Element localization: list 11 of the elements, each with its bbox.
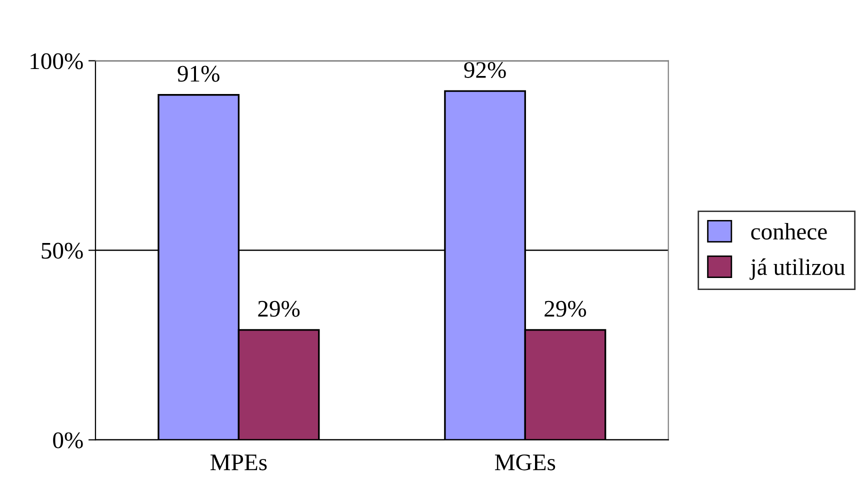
y-tick-label: 100% bbox=[30, 53, 83, 70]
y-tick-label: 50% bbox=[42, 242, 83, 259]
data-label: 29% bbox=[544, 300, 586, 317]
legend-label: já utilizou bbox=[750, 258, 845, 280]
x-tick-label: MGEs bbox=[494, 454, 556, 470]
data-label: 29% bbox=[258, 300, 300, 317]
y-tick-label: 0% bbox=[53, 432, 83, 448]
x-tick-label: MPEs bbox=[210, 454, 267, 470]
data-label: 91% bbox=[178, 66, 220, 82]
data-label: 92% bbox=[464, 62, 506, 78]
legend-label: conhece bbox=[751, 222, 827, 240]
